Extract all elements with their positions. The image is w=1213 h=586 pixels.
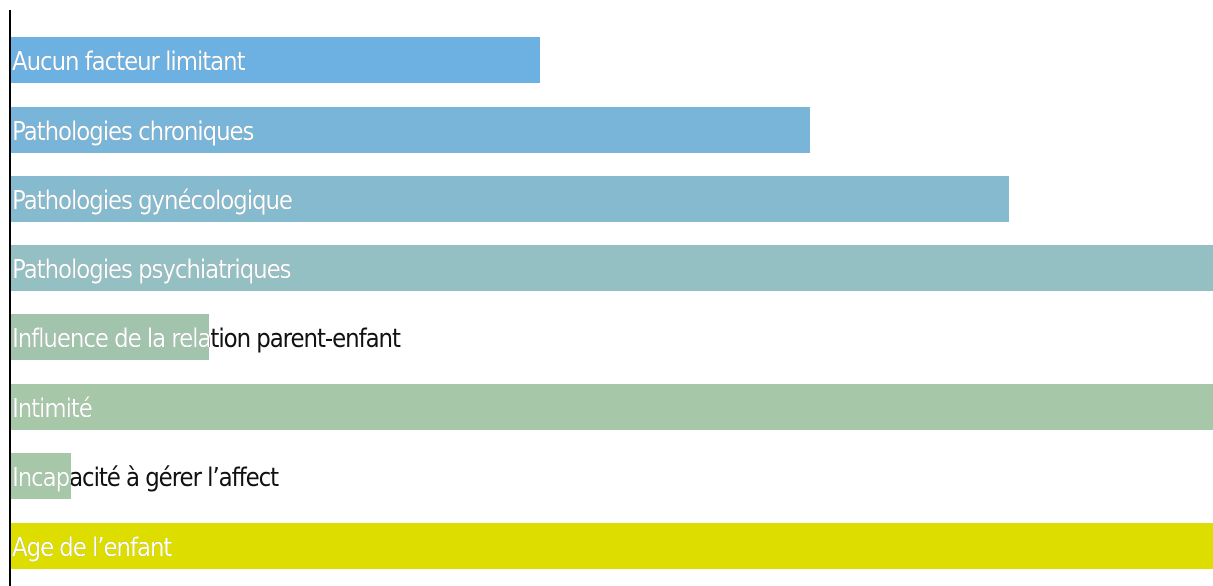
bar-row: Intimité Intimité [11,384,1213,430]
bar-label-inside: Incapacité à gérer l’affect [12,463,71,493]
bar [11,107,811,153]
bar-label-inside: Pathologies gynécologique [12,186,293,216]
bar-label-overlay: Aucun facteur limitant [11,37,540,83]
bar-label-overlay: Age de l’enfant [11,523,1213,569]
bar-row: Influence de la relation parent-enfant In… [11,314,1213,360]
bar-row: Pathologies psychiatriques Pathologies ps… [11,245,1213,291]
bar-label: Influence de la relation parent-enfant [12,324,401,354]
bar-label: Pathologies chroniques [12,117,254,147]
bar-label-inside: Pathologies chroniques [12,117,254,147]
bar-label-inside: Influence de la relation parent-enfant [12,324,210,354]
bar-row: Pathologies gynécologique Pathologies gyn… [11,176,1213,222]
bar [11,245,1213,291]
bar-label: Pathologies gynécologique [12,186,293,216]
bar-label-overlay: Pathologies chroniques [11,107,810,153]
bar [11,37,540,83]
bar-label-inside: Pathologies psychiatriques [12,255,292,285]
bar [11,453,72,499]
bar-row: Pathologies chroniques Pathologies chroni… [11,107,1213,153]
bar-label-overlay: Incapacité à gérer l’affect [11,453,71,499]
bar-label-inside: Age de l’enfant [12,533,172,563]
bar-label-overlay: Intimité [11,384,1213,430]
bar-label: Incapacité à gérer l’affect [12,463,279,493]
bar [11,523,1213,569]
bar-row: Aucun facteur limitant Aucun facteur limi… [11,37,1213,83]
bar-row: Age de l’enfant Age de l’enfant [11,523,1213,569]
bar-label: Intimité [12,394,93,424]
bar-label-overlay: Pathologies psychiatriques [11,245,1213,291]
bar-label-inside: Aucun facteur limitant [12,47,246,77]
bar [11,314,210,360]
y-axis-line [9,10,11,586]
bar [11,384,1213,430]
bar-label: Age de l’enfant [12,533,172,563]
bar-label-overlay: Influence de la relation parent-enfant [11,314,209,360]
bar-row: Incapacité à gérer l’affectIncapacité à … [11,453,1213,499]
bar-label: Aucun facteur limitant [12,47,246,77]
bar [11,176,1009,222]
bar-label: Pathologies psychiatriques [12,255,292,285]
bar-label-overlay: Pathologies gynécologique [11,176,1009,222]
bar-label-inside: Intimité [12,394,93,424]
